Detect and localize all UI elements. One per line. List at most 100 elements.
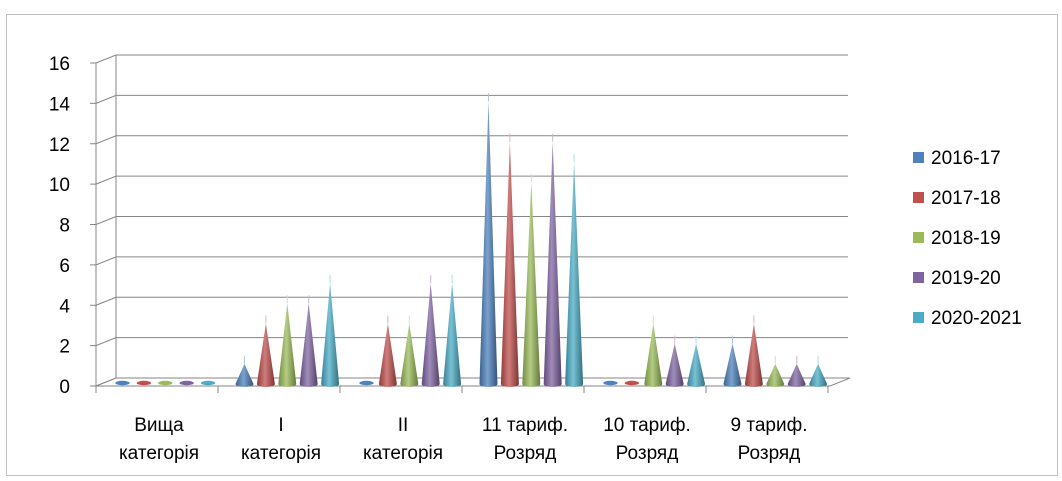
legend-swatch [913,312,924,323]
cone-body [278,303,297,387]
gridline [95,135,848,145]
legend-label: 2016-17 [931,148,1001,169]
cone-2018-19-1 [278,295,297,387]
cone-base-flat [179,380,194,386]
cone-body [565,161,584,387]
cone-2018-19-3 [522,174,541,387]
cone-base-flat [359,380,374,386]
y-axis-tick-labels: 0 2 4 6 8 10 12 14 16 [49,54,71,398]
y-tick-label: 6 [59,256,70,277]
cone-2018-19-4 [644,315,663,387]
cone-base-flat [603,380,618,386]
cone-body [321,283,340,387]
y-tick-label: 10 [49,175,70,196]
y-tick-label: 2 [59,337,70,358]
legend-swatch [913,192,924,203]
cone-base-flat [158,380,173,386]
cone-2020-2021-1 [321,275,340,387]
category-label: 11 тариф. Розряд [482,415,568,464]
cone-body [809,363,828,387]
cone-body [665,343,684,387]
cone-2018-19-5 [766,355,785,387]
gridline [95,175,848,185]
cone-2020-2021-0 [200,380,216,386]
cone-2020-2021-3 [565,153,584,387]
gridline [95,337,848,347]
cone-body [644,323,663,387]
legend: 2016-17 2017-18 2018-19 2019-20 2020-2021 [913,148,1022,329]
cone-body [687,343,706,387]
cone-2020-2021-2 [443,275,462,387]
legend-swatch [913,152,924,163]
cone-body [400,323,419,387]
gridline [95,216,848,225]
cone-body [479,101,498,387]
data-cones [115,93,828,388]
legend-label: 2017-18 [931,188,1001,209]
cone-base-flat [624,380,640,386]
cone-2016-17-1 [235,355,254,388]
gridlines [95,54,848,387]
cone-2019-20-1 [299,295,318,387]
cone-body [766,363,785,387]
cone-2017-18-5 [744,315,763,387]
category-label: II категорія [363,415,443,464]
cone-2016-17-5 [723,335,742,387]
cone-2019-20-3 [543,133,562,387]
legend-label: 2020-2021 [931,308,1022,329]
category-label: 9 тариф. Розряд [731,415,808,464]
cone-base-flat [200,380,216,386]
cone-2016-17-0 [115,380,130,386]
legend-swatch [913,232,924,243]
cone-2018-19-0 [158,380,173,386]
cone-body [522,182,541,387]
gridline [95,94,848,104]
cone-2017-18-2 [378,315,397,387]
cone-2016-17-4 [603,380,618,386]
cone-body [378,323,397,387]
cone-body [787,363,806,387]
cone-base-flat [115,380,130,386]
cone-base-flat [136,380,152,386]
cone-2019-20-5 [787,355,806,387]
category-label: 10 тариф. Розряд [603,415,691,464]
cone-2016-17-2 [359,380,374,386]
cone-body [543,141,562,387]
y-tick-label: 14 [49,94,71,115]
y-tick-label: 0 [59,377,70,398]
cone-2017-18-4 [624,380,640,386]
cone-2019-20-0 [179,380,194,386]
legend-label: 2018-19 [931,228,1001,249]
cone-2020-2021-4 [687,335,706,387]
gridline [95,296,848,306]
cone-body [235,363,254,388]
cone-2018-19-2 [400,315,419,387]
y-tick-label: 8 [59,216,70,237]
x-axis-category-labels: Вища категорія I категорія II категорія 11 тар… [119,415,808,464]
y-tick-label: 16 [49,54,70,75]
gridline [95,54,848,64]
cone-2016-17-3 [479,93,498,387]
floor-plane [95,377,851,387]
y-tick-label: 4 [59,296,70,317]
cone-body [500,141,519,387]
cone-2020-2021-5 [809,355,828,387]
gridline [95,256,848,266]
cone-body [421,283,440,387]
cone-2017-18-0 [136,380,152,386]
cone-body [723,343,742,387]
cone-body [744,323,763,387]
cone-2019-20-2 [421,275,440,387]
cone-2017-18-1 [256,315,275,387]
cone-2019-20-4 [665,335,684,387]
cone-body [443,283,462,387]
cone-body [299,303,318,387]
legend-label: 2019-20 [931,268,1001,289]
y-tick-label: 12 [49,135,70,156]
legend-swatch [913,272,924,283]
cone-2017-18-3 [500,133,519,387]
cone-body [256,323,275,387]
category-label: Вища категорія [119,415,199,464]
